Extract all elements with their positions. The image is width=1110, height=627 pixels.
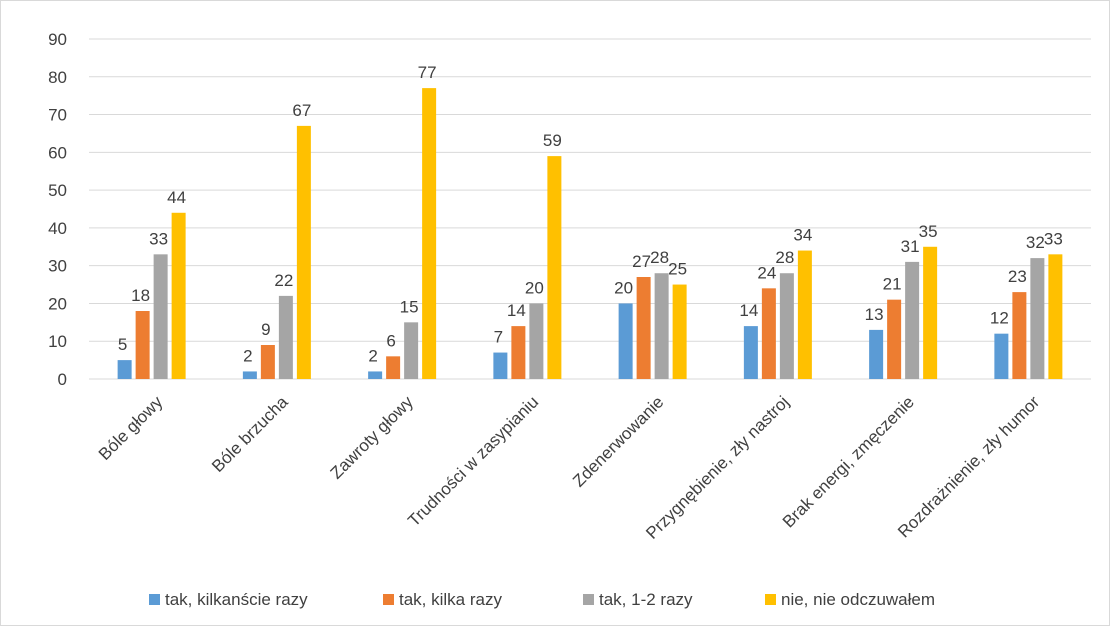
y-tick-label: 70 bbox=[48, 106, 67, 125]
data-label: 21 bbox=[883, 275, 902, 294]
bar bbox=[923, 246, 938, 379]
bar bbox=[171, 212, 186, 379]
data-label: 27 bbox=[632, 252, 651, 271]
y-tick-label: 10 bbox=[48, 332, 67, 351]
data-label: 24 bbox=[757, 263, 776, 282]
y-tick-label: 20 bbox=[48, 294, 67, 313]
data-label: 12 bbox=[990, 309, 1009, 328]
data-label: 13 bbox=[865, 305, 884, 324]
bar bbox=[260, 345, 275, 379]
data-label: 33 bbox=[1044, 229, 1063, 248]
data-label: 14 bbox=[507, 301, 526, 320]
bar bbox=[422, 88, 437, 379]
y-tick-label: 90 bbox=[48, 30, 67, 49]
bar bbox=[368, 371, 383, 379]
data-label: 34 bbox=[793, 226, 812, 245]
data-label: 28 bbox=[650, 248, 669, 267]
bar bbox=[905, 261, 920, 379]
data-label: 28 bbox=[775, 248, 794, 267]
bar bbox=[511, 326, 526, 379]
legend-label: tak, 1-2 razy bbox=[599, 590, 693, 609]
legend-label: tak, kilkanście razy bbox=[165, 590, 308, 609]
bar bbox=[779, 273, 794, 379]
data-label: 25 bbox=[668, 260, 687, 279]
x-category-label: Zawroty głowy bbox=[327, 392, 418, 483]
y-tick-label: 0 bbox=[58, 370, 67, 389]
x-category-label: Przygnębienie, zły nastroj bbox=[642, 392, 792, 542]
legend-label: nie, nie odczuwałem bbox=[781, 590, 935, 609]
data-label: 35 bbox=[919, 222, 938, 241]
data-label: 18 bbox=[131, 286, 150, 305]
data-label: 20 bbox=[614, 278, 633, 297]
bar bbox=[529, 303, 544, 379]
y-tick-label: 80 bbox=[48, 68, 67, 87]
legend-swatch bbox=[383, 594, 394, 605]
y-tick-label: 30 bbox=[48, 257, 67, 276]
bar bbox=[994, 333, 1009, 379]
legend-label: tak, kilka razy bbox=[399, 590, 502, 609]
bar bbox=[242, 371, 257, 379]
bar bbox=[1048, 254, 1063, 379]
bar bbox=[1030, 258, 1045, 379]
legend-swatch bbox=[765, 594, 776, 605]
x-category-label: Trudności w zasypianiu bbox=[404, 392, 542, 530]
data-label: 33 bbox=[149, 229, 168, 248]
bar bbox=[1012, 292, 1027, 379]
x-category-label: Bóle głowy bbox=[95, 392, 167, 464]
data-label: 31 bbox=[901, 237, 920, 256]
bar bbox=[493, 352, 508, 379]
data-label: 59 bbox=[543, 131, 562, 150]
data-label: 23 bbox=[1008, 267, 1027, 286]
bar bbox=[547, 156, 562, 379]
data-label: 15 bbox=[400, 297, 419, 316]
data-label: 77 bbox=[418, 63, 437, 82]
bar bbox=[278, 295, 293, 379]
bar bbox=[386, 356, 401, 379]
data-label: 7 bbox=[494, 328, 503, 347]
data-label: 9 bbox=[261, 320, 270, 339]
bar bbox=[618, 303, 633, 379]
bar bbox=[117, 360, 132, 379]
x-category-label: Bóle brzucha bbox=[208, 392, 292, 476]
data-label: 32 bbox=[1026, 233, 1045, 252]
data-label: 67 bbox=[292, 101, 311, 120]
bar bbox=[404, 322, 419, 379]
bar bbox=[153, 254, 168, 379]
data-label: 22 bbox=[274, 271, 293, 290]
data-label: 44 bbox=[167, 188, 186, 207]
x-category-label: Brak energi, zmęczenie bbox=[779, 392, 918, 531]
data-label: 2 bbox=[368, 346, 377, 365]
bar bbox=[135, 311, 150, 379]
y-tick-label: 60 bbox=[48, 143, 67, 162]
x-category-label: Zdenerwowanie bbox=[569, 392, 667, 490]
legend-swatch bbox=[583, 594, 594, 605]
bar bbox=[636, 277, 651, 379]
bar bbox=[654, 273, 669, 379]
bar bbox=[797, 250, 812, 379]
data-label: 5 bbox=[118, 335, 127, 354]
bar bbox=[672, 284, 687, 379]
x-category-label: Rozdrażnienie, zły humor bbox=[894, 392, 1043, 541]
data-label: 6 bbox=[386, 331, 395, 350]
data-label: 2 bbox=[243, 346, 252, 365]
data-label: 14 bbox=[739, 301, 758, 320]
bar bbox=[887, 299, 902, 379]
legend-swatch bbox=[149, 594, 160, 605]
y-tick-label: 50 bbox=[48, 181, 67, 200]
bar bbox=[743, 326, 758, 379]
bar bbox=[761, 288, 776, 379]
y-tick-label: 40 bbox=[48, 219, 67, 238]
bar bbox=[869, 329, 884, 379]
bar bbox=[296, 125, 311, 379]
data-label: 20 bbox=[525, 278, 544, 297]
